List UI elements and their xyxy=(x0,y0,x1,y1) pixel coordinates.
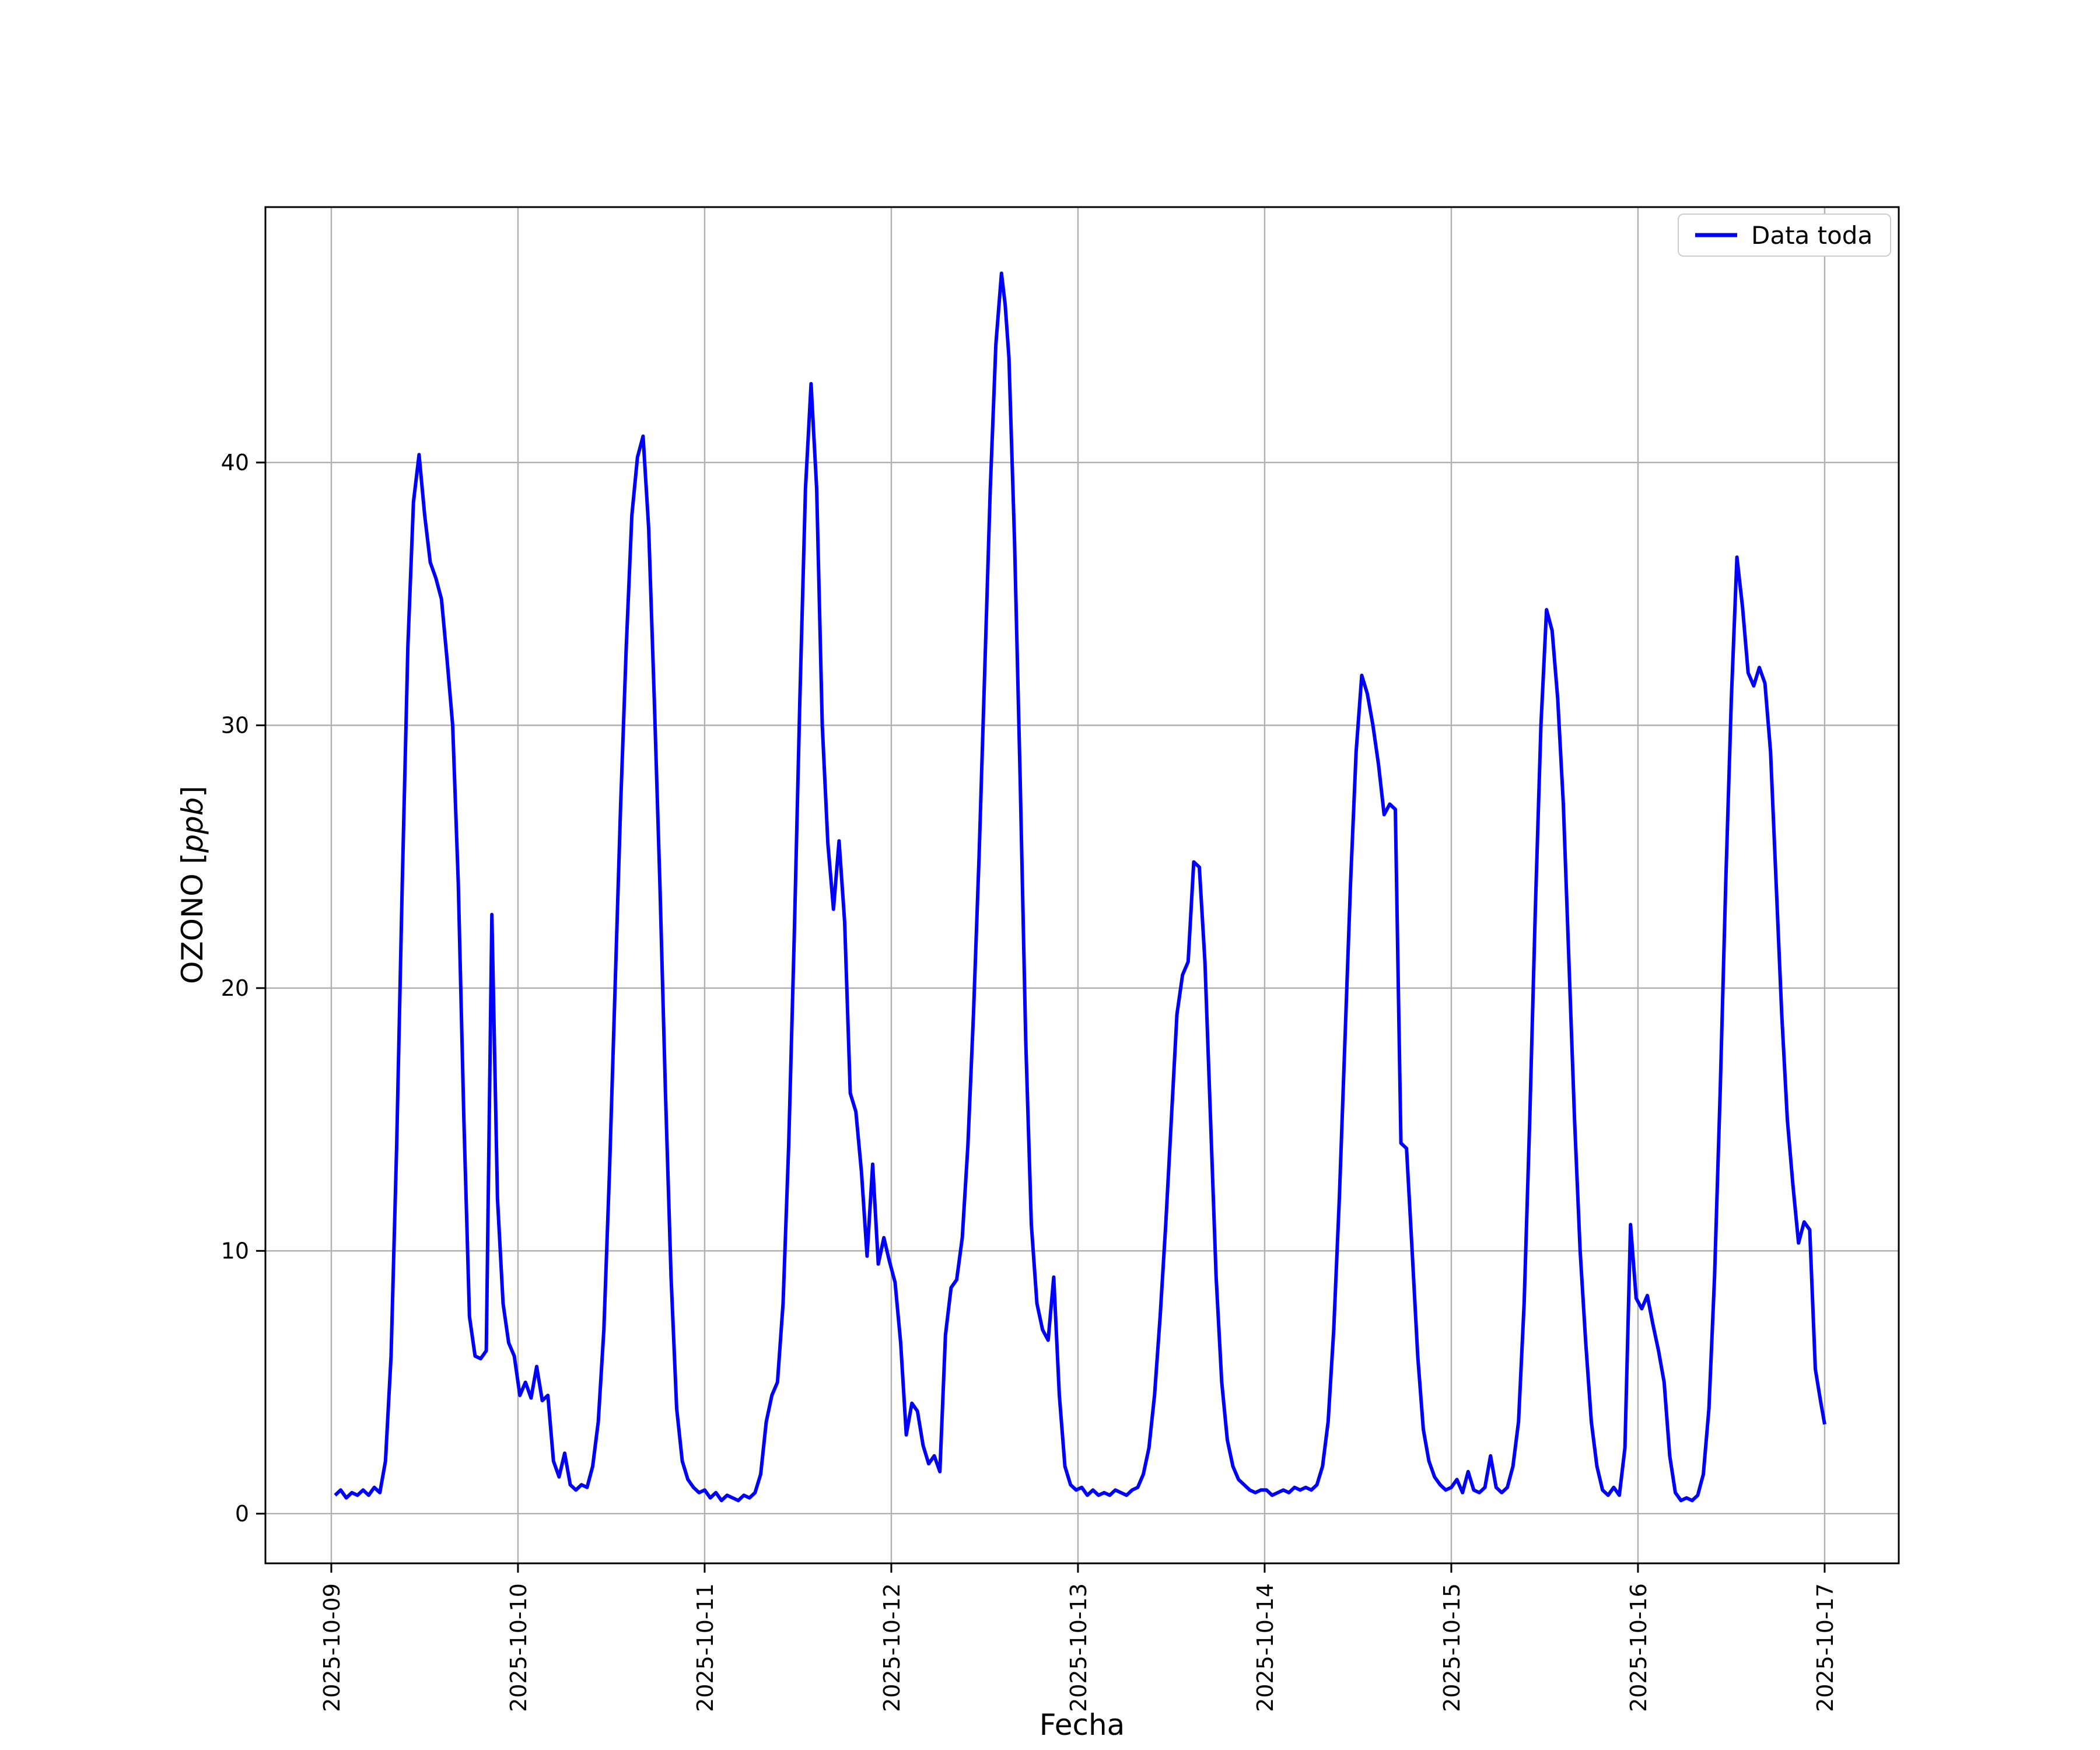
legend: Data toda xyxy=(1678,214,1891,257)
data-series-line xyxy=(334,271,1826,1503)
x-tick-label: 2025-10-11 xyxy=(692,1583,718,1712)
legend-line-swatch xyxy=(1695,233,1737,237)
axis-ticks xyxy=(256,461,1826,1573)
x-tick-label: 2025-10-17 xyxy=(1812,1583,1838,1712)
y-tick-label: 0 xyxy=(235,1501,249,1527)
y-tick-label: 10 xyxy=(221,1238,249,1264)
x-tick-label: 2025-10-16 xyxy=(1626,1583,1651,1712)
y-axis-label-suffix: ] xyxy=(176,786,209,797)
x-tick-label: 2025-10-14 xyxy=(1252,1583,1278,1712)
x-tick-label: 2025-10-13 xyxy=(1066,1583,1091,1712)
x-tick-label: 2025-10-12 xyxy=(879,1583,905,1712)
y-tick-label: 30 xyxy=(221,712,249,738)
y-axis-label-prefix: OZONO [ xyxy=(176,852,209,984)
y-axis-label-units: ppb xyxy=(176,797,209,853)
x-tick-label: 2025-10-09 xyxy=(319,1583,345,1712)
grid-lines xyxy=(265,207,1899,1563)
ozone-series-path xyxy=(334,271,1826,1503)
x-tick-label: 2025-10-15 xyxy=(1439,1583,1465,1712)
legend-label: Data toda xyxy=(1751,220,1873,250)
y-tick-label: 40 xyxy=(221,450,249,475)
y-axis-label: OZONO [ppb] xyxy=(176,786,209,984)
x-tick-label: 2025-10-10 xyxy=(506,1583,531,1712)
x-axis-label: Fecha xyxy=(1039,1708,1125,1742)
axes-frame xyxy=(264,206,1900,1564)
y-tick-label: 20 xyxy=(221,975,249,1001)
tick-labels: 2025-10-09 2025-10-10 2025-10-11 2025-10-12… xyxy=(221,450,1838,1712)
